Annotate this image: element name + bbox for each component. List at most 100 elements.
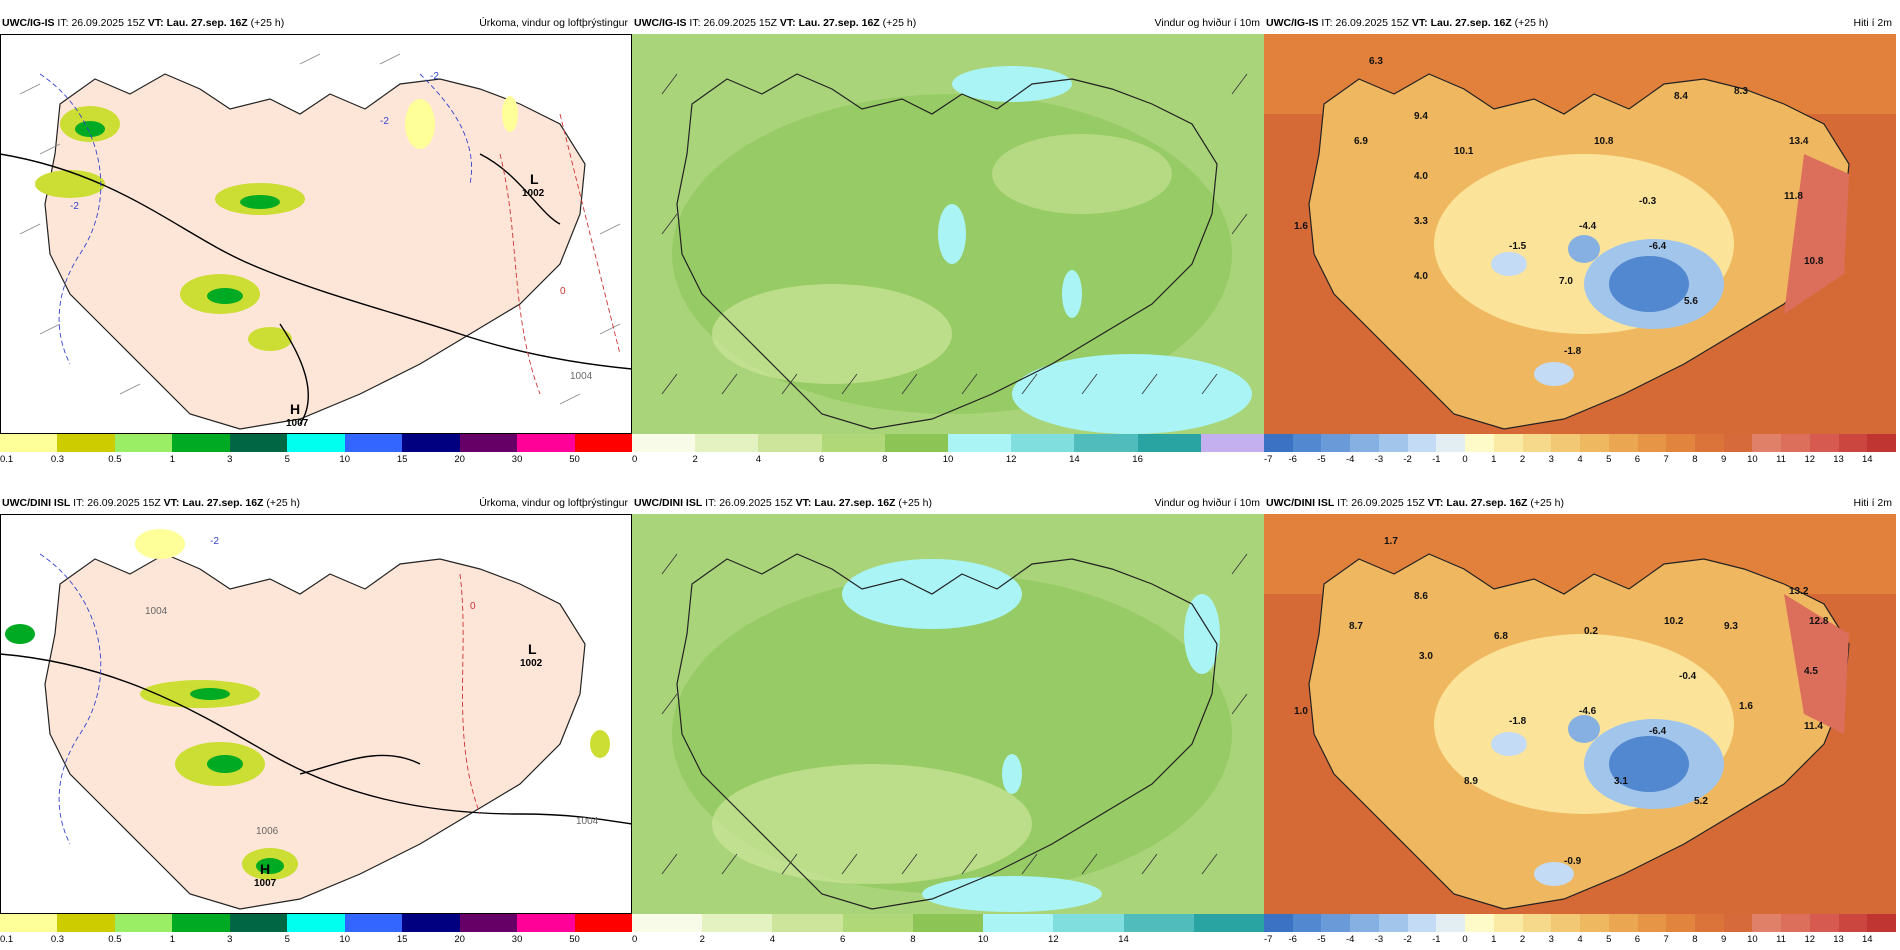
colorbar-tick-label: -4: [1345, 454, 1355, 465]
panel-title: Úrkoma, vindur og loftþrýstingur: [479, 497, 628, 509]
colorbar-swatch: [1200, 434, 1265, 452]
valid-time: Lau. 27.sep. 16Z: [182, 497, 264, 509]
colorbar-swatch: [758, 434, 822, 452]
colorbar-tick-label: 0.5: [108, 454, 122, 465]
temp-value-label: -1.8: [1564, 346, 1582, 357]
colorbar-tick-label: -6: [1288, 934, 1297, 945]
colorbar-tick-label: 13: [1833, 454, 1844, 465]
temp-value-label: -0.3: [1639, 196, 1657, 207]
isobar-label: 1006: [256, 826, 279, 837]
valid-time: Lau. 27.sep. 16Z: [1446, 497, 1528, 509]
colorbar-swatch: [1867, 914, 1897, 932]
init-label: IT:: [1321, 17, 1333, 29]
temp-value-label: 13.2: [1789, 586, 1809, 597]
temp-value-label: 7.0: [1559, 276, 1573, 287]
colorbar-swatch: [1723, 434, 1753, 452]
temp-value-label: -4.4: [1579, 221, 1597, 232]
precip-map-svg: L 1002 H 1007 1004 1006 1004 -2 0: [0, 514, 632, 914]
temp-value-label: 1.7: [1384, 536, 1398, 547]
temp-contours: [39, 73, 472, 365]
row1-wind-panel: UWC/IG-IS IT: 26.09.2025 15Z VT: Lau. 27…: [632, 14, 1265, 474]
panel-header: UWC/IG-IS IT: 26.09.2025 15Z VT: Lau. 27…: [0, 14, 632, 34]
colorbar-swatch: [1752, 434, 1782, 452]
colorbar-wind: [632, 914, 1264, 932]
colorbar-tick-label: 3: [227, 934, 233, 945]
colorbar-tick-label: 0.5: [108, 934, 122, 945]
colorbar-tick-label: 20: [454, 454, 465, 465]
iceland-landmass: [44, 73, 586, 430]
panel-title: Hiti í 2m: [1853, 17, 1892, 29]
isobars: [0, 153, 632, 425]
colorbar-tick-label: 7: [1663, 934, 1669, 945]
temp-labels: 1.7 8.6 8.7 3.0 6.8 0.2 10.2 9.3 13.2 12.8 4.5 -0.4…: [1294, 536, 1829, 867]
colorbar-swatch: [459, 914, 518, 932]
colorbar-swatch: [821, 434, 885, 452]
colorbar-tick-label: 10: [1747, 454, 1758, 465]
colorbar-tick-label: 5: [284, 934, 290, 945]
colorbar-swatch: [287, 434, 345, 452]
temp-value-label: 3.1: [1614, 776, 1628, 787]
panel-header: UWC/IG-IS IT: 26.09.2025 15Z VT: Lau. 27…: [1264, 14, 1896, 34]
warm-contours: [459, 573, 481, 815]
colorbar-swatch: [1074, 434, 1138, 452]
colorbar-swatch: [57, 434, 115, 452]
colorbar-tick-label: 6: [1634, 454, 1641, 465]
colorbar-tick-label: 8: [910, 934, 916, 945]
precip-map-svg: L 1002 H 1007 1004 -2 -2 0 -2: [0, 34, 632, 434]
panel-header: UWC/IG-IS IT: 26.09.2025 15Z VT: Lau. 27…: [632, 14, 1264, 34]
colorbar-tick-label: 2: [699, 934, 705, 945]
colorbar-tick-label: 10: [1747, 934, 1758, 945]
colorbar-swatch: [632, 914, 703, 932]
colorbar-swatch: [1809, 434, 1839, 452]
colorbar-swatch: [1838, 914, 1868, 932]
colorbar-tick-label: 10: [339, 934, 351, 945]
colorbar-swatch: [1781, 914, 1810, 932]
colorbar-tick-label: 50: [569, 454, 580, 465]
temp-value-label: 3.3: [1414, 216, 1428, 227]
colorbar-tick-label: 0.3: [50, 454, 65, 465]
colorbar-tick-label: 16: [1132, 454, 1143, 465]
low-label: L: [530, 171, 539, 187]
colorbar-precip: [0, 434, 632, 452]
colorbar-tick-label: 12: [1804, 934, 1816, 945]
temp-value-label: 11.8: [1784, 191, 1803, 202]
colorbar-swatch: [1666, 914, 1696, 932]
colorbar-swatch: [1436, 914, 1466, 932]
temp-value-label: 8.6: [1414, 591, 1428, 602]
colorbar-swatch: [1666, 434, 1696, 452]
colorbar-tick-label: -5: [1317, 934, 1326, 945]
colorbar-tick-label: 9: [1720, 454, 1727, 465]
init-time: 26.09.2025 15Z: [87, 497, 161, 509]
colorbar-swatch: [1264, 434, 1293, 452]
colorbar-tick-label: 0.3: [50, 934, 65, 945]
colorbar-swatch: [1551, 434, 1581, 452]
lead-time: (+25 h): [250, 17, 285, 29]
init-label: IT:: [73, 497, 85, 509]
colorbar-swatch: [1608, 434, 1638, 452]
colorbar-tick-label: 14: [1861, 934, 1873, 945]
colorbar-tick-label: 10: [977, 934, 989, 945]
colorbar-ticks: 0.1 0.3 0.5 1 3 5 10 15 20 30 50: [0, 454, 632, 468]
temp-value-label: 4.0: [1414, 171, 1428, 182]
colorbar-tick-label: 2: [1519, 454, 1526, 465]
colorbar-swatch: [1493, 434, 1523, 452]
temp-map-svg: 6.3 9.4 6.9 10.1 4.0 10.8 8.4 8.3 13.4 11.8 -0.3 1.…: [1264, 34, 1896, 434]
isobar-label: 1004: [145, 606, 168, 617]
colorbar-tick-label: -5: [1317, 454, 1326, 465]
colorbar-swatch: [948, 434, 1012, 452]
colorbar-swatch: [1580, 434, 1609, 452]
colorbar-swatch: [229, 434, 288, 452]
panel-header: UWC/DINI ISL IT: 26.09.2025 15Z VT: Lau.…: [0, 494, 632, 514]
temp-value-label: -1.5: [1509, 241, 1527, 252]
colorbar-tick-label: 12: [1005, 454, 1017, 465]
colorbar-swatch: [983, 914, 1054, 932]
colorbar-swatch: [1493, 914, 1523, 932]
colorbar-tick-label: 1: [1491, 934, 1497, 945]
init-time: 26.09.2025 15Z: [1351, 497, 1425, 509]
temp-value-label: 6.3: [1369, 56, 1383, 67]
row1-precip-panel: UWC/IG-IS IT: 26.09.2025 15Z VT: Lau. 27…: [0, 14, 632, 474]
panel-header: UWC/DINI ISL IT: 26.09.2025 15Z VT: Lau.…: [632, 494, 1264, 514]
colorbar-tick-label: 8: [1692, 934, 1698, 945]
colorbar-swatch: [1608, 914, 1638, 932]
wind-map: [632, 34, 1264, 434]
